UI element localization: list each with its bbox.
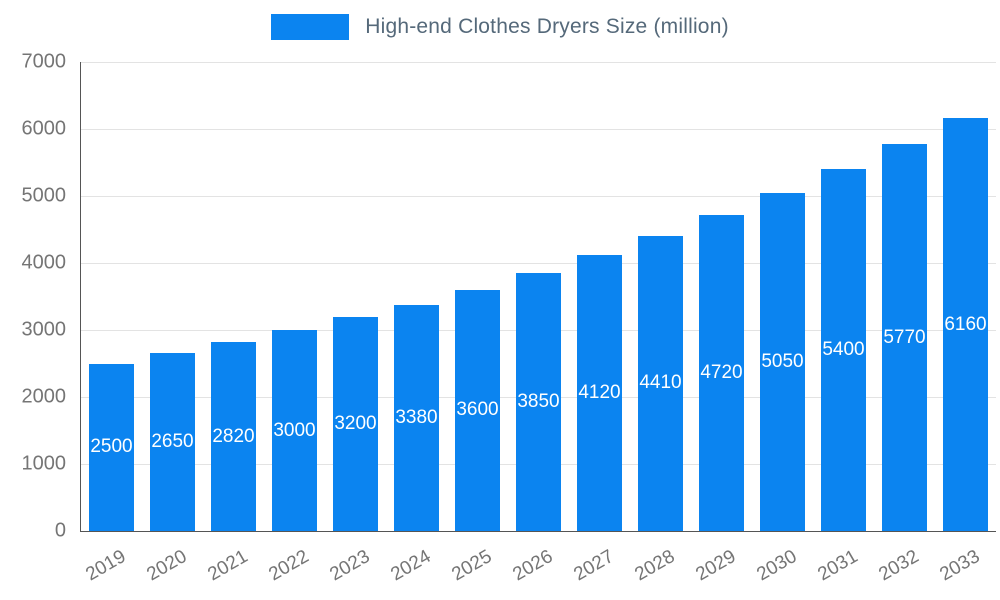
bar-value-label: 2650 xyxy=(151,431,194,453)
x-axis-label: 2025 xyxy=(447,546,495,586)
x-axis-label: 2024 xyxy=(386,546,434,586)
gridline xyxy=(81,129,996,130)
x-axis-label: 2029 xyxy=(691,546,739,586)
bar: 2650 xyxy=(149,353,196,531)
chart-title: High-end Clothes Dryers Size (million) xyxy=(365,15,729,38)
y-axis-label: 1000 xyxy=(21,452,67,475)
x-axis-label: 2023 xyxy=(325,546,373,586)
bar: 5400 xyxy=(820,169,867,531)
bar-value-label: 5400 xyxy=(822,339,865,361)
x-axis-label: 2032 xyxy=(874,546,922,586)
bar-value-label: 3850 xyxy=(517,391,560,413)
x-axis-label: 2022 xyxy=(264,546,312,586)
bar-value-label: 6160 xyxy=(944,313,987,335)
x-axis-label: 2031 xyxy=(813,546,861,586)
bar: 4120 xyxy=(576,254,623,531)
bar-value-label: 3600 xyxy=(456,399,499,421)
bar: 4720 xyxy=(698,214,745,531)
x-axis-label: 2028 xyxy=(630,546,678,586)
bar: 3200 xyxy=(332,316,379,531)
bar: 3600 xyxy=(454,289,501,531)
y-axis: 0 1000 2000 3000 4000 5000 6000 7000 xyxy=(0,51,72,542)
bar: 6160 xyxy=(942,118,989,531)
gridline xyxy=(81,263,996,264)
bar-value-label: 3000 xyxy=(273,419,316,441)
bar: 5770 xyxy=(881,144,928,531)
y-axis-label: 2000 xyxy=(21,385,67,408)
gridline xyxy=(81,62,996,63)
y-axis-label: 0 xyxy=(54,519,66,542)
x-axis-label: 2021 xyxy=(203,546,251,586)
x-axis-label: 2033 xyxy=(935,546,983,586)
y-axis-label: 7000 xyxy=(21,50,67,73)
y-axis-label: 4000 xyxy=(21,251,67,274)
bar-value-label: 4120 xyxy=(578,381,621,403)
x-axis-label: 2030 xyxy=(752,546,800,586)
gridline xyxy=(81,196,996,197)
bar: 3380 xyxy=(393,304,440,531)
bar-value-label: 5770 xyxy=(883,326,926,348)
y-axis-label: 5000 xyxy=(21,184,67,207)
x-axis-label: 2020 xyxy=(142,546,190,586)
bar-value-label: 2500 xyxy=(90,436,133,458)
bar: 2820 xyxy=(210,342,257,531)
bar-value-label: 4720 xyxy=(700,361,743,383)
bar-value-label: 4410 xyxy=(639,372,682,394)
x-axis-label: 2026 xyxy=(508,546,556,586)
bar: 5050 xyxy=(759,192,806,531)
bar-value-label: 3380 xyxy=(395,406,438,428)
bar-value-label: 3200 xyxy=(334,412,377,434)
legend: High-end Clothes Dryers Size (million) xyxy=(0,14,1000,40)
bar-value-label: 2820 xyxy=(212,425,255,447)
x-axis-label: 2019 xyxy=(81,546,129,586)
bar: 3850 xyxy=(515,273,562,531)
bar: 2500 xyxy=(88,363,135,531)
x-axis: 2019 2020 2021 2022 2023 2024 2025 2026 2027 2028… xyxy=(80,532,995,598)
legend-swatch xyxy=(271,14,350,40)
bar-value-label: 5050 xyxy=(761,350,804,372)
x-axis-label: 2027 xyxy=(569,546,617,586)
bar: 3000 xyxy=(271,330,318,531)
y-axis-label: 3000 xyxy=(21,318,67,341)
plot-area: 2500 2650 2820 3000 3200 3380 3600 3850 4120 4410… xyxy=(80,62,996,532)
bar: 4410 xyxy=(637,235,684,531)
y-axis-label: 6000 xyxy=(21,117,67,140)
